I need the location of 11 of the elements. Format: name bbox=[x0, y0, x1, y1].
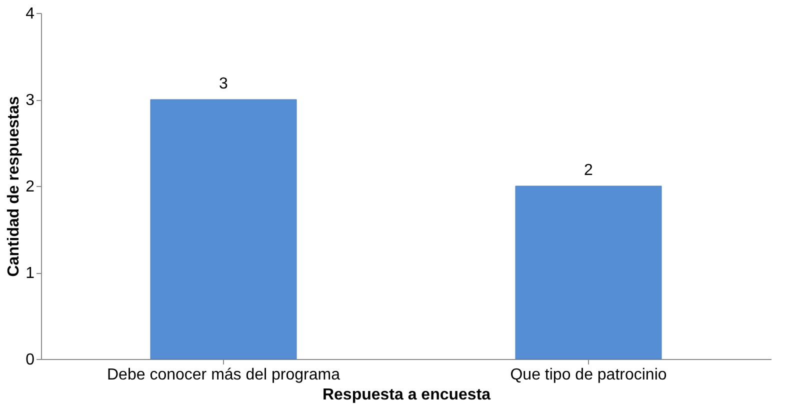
y-axis-title: Cantidad de respuestas bbox=[6, 96, 23, 277]
y-tick-label: 1 bbox=[26, 265, 35, 282]
y-tick-label: 3 bbox=[26, 92, 35, 109]
data-label: 3 bbox=[219, 76, 228, 92]
y-tick-label: 4 bbox=[26, 6, 35, 22]
y-tick-label: 0 bbox=[26, 352, 35, 368]
x-tick-label: Debe conocer más del programa bbox=[106, 366, 340, 384]
data-label: 2 bbox=[584, 162, 594, 179]
y-tick-label: 2 bbox=[26, 178, 35, 196]
x-axis-title: Respuesta a encuesta bbox=[322, 386, 491, 404]
x-tick-label: Que tipo de patrocinio bbox=[510, 366, 667, 384]
